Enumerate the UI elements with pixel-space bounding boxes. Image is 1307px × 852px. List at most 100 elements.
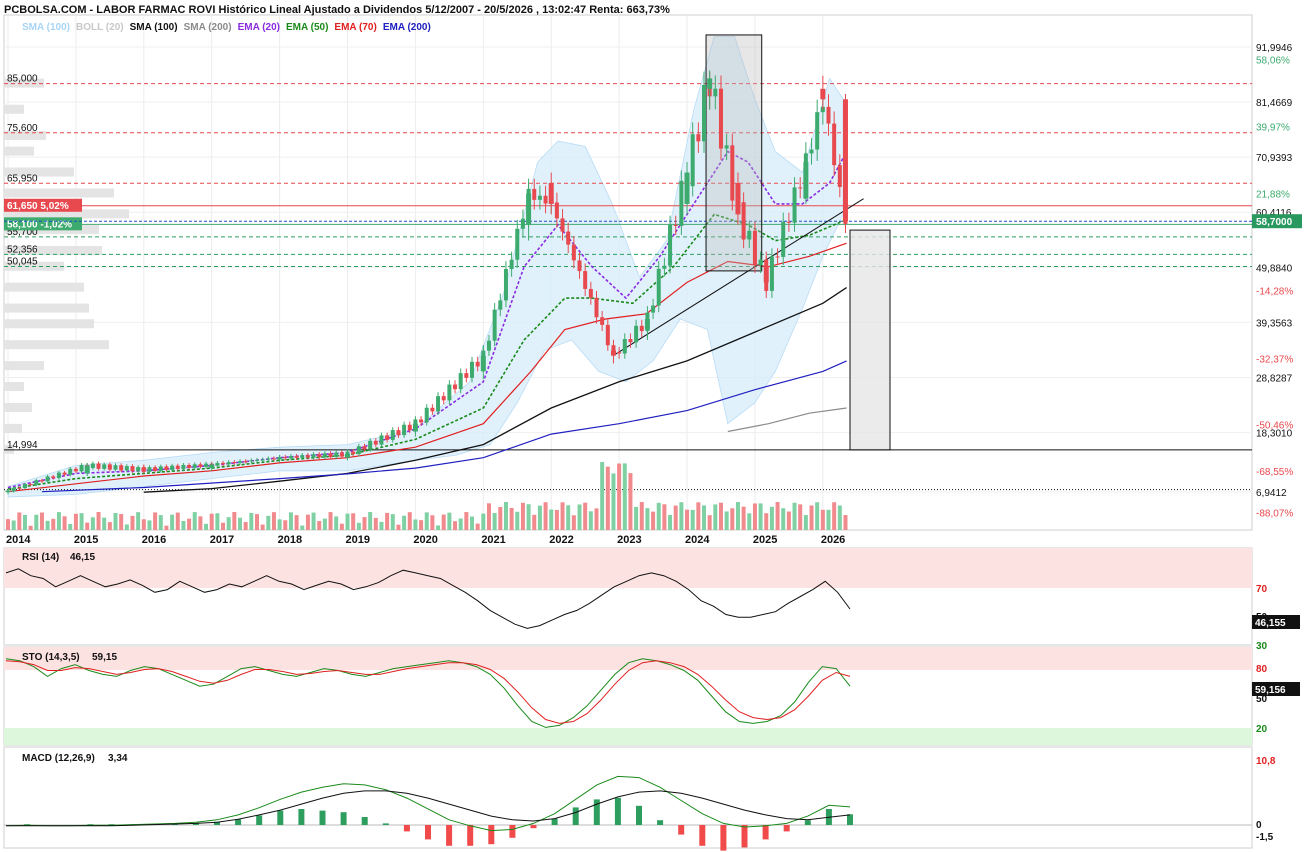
candle-body: [305, 455, 310, 458]
macd-histogram-bar: [530, 825, 537, 829]
candle-body: [560, 218, 565, 232]
candle-body: [396, 430, 401, 436]
volume-bar: [656, 502, 661, 530]
candle-body: [690, 134, 695, 187]
volume-bar: [486, 503, 491, 530]
candle-body: [124, 466, 129, 471]
volume-bar: [622, 463, 627, 530]
volume-bar: [136, 512, 141, 530]
volume-bar: [243, 522, 248, 530]
candle-body: [515, 228, 520, 260]
legend-entry: SMA (200): [183, 22, 232, 33]
macd-histogram-bar: [403, 825, 410, 832]
volume-bar: [441, 514, 446, 530]
trendline: [615, 198, 864, 355]
volume-bar: [62, 516, 67, 530]
volume-profile-bar: [4, 130, 46, 140]
volume-bar: [741, 506, 746, 530]
volume-bar: [520, 502, 525, 530]
candle-body: [266, 458, 271, 460]
sto-last-text: 59,156: [1255, 685, 1286, 696]
volume-bar: [809, 505, 814, 530]
y-tick-label: 81,4669: [1256, 98, 1293, 109]
candle-body: [5, 490, 11, 493]
pct-tick-label: -14,28%: [1256, 286, 1293, 297]
x-tick-label: 2018: [278, 534, 302, 546]
volume-bar: [85, 522, 90, 530]
candle-body: [243, 461, 248, 463]
volume-bar: [724, 511, 729, 530]
volume-profile-bar: [4, 167, 74, 177]
volume-bar: [571, 515, 576, 530]
candle-body: [724, 145, 729, 149]
volume-bar: [730, 508, 735, 530]
candle-body: [786, 221, 791, 223]
y-tick-label: 60,4116: [1256, 208, 1292, 219]
candle-body: [17, 487, 22, 489]
volume-bar: [402, 515, 407, 530]
pct-tick-label: -68,55%: [1256, 467, 1293, 478]
candle-body: [486, 340, 491, 351]
volume-bar: [107, 522, 112, 530]
x-tick-label: 2021: [481, 534, 505, 546]
macd-histogram-bar: [551, 818, 558, 825]
volume-bar: [362, 517, 367, 530]
ema-70-line: [7, 242, 847, 493]
candle-body: [617, 352, 622, 354]
x-tick-label: 2020: [413, 534, 437, 546]
rsi-last-text: 46,155: [1255, 618, 1286, 629]
volume-bar: [181, 520, 186, 530]
macd-histogram-bar: [24, 824, 31, 825]
candle-body: [543, 195, 548, 204]
candle-body: [221, 462, 226, 465]
candle-body: [317, 454, 322, 458]
candle-body: [503, 269, 508, 301]
candle-body: [339, 452, 344, 457]
candle-body: [673, 224, 678, 226]
candle-body: [198, 464, 203, 467]
macd-histogram-bar: [171, 824, 178, 825]
volume-profile-bar: [4, 402, 32, 412]
panel-y-label: 70: [1256, 584, 1268, 595]
candle-body: [113, 465, 118, 470]
volume-bar: [22, 515, 27, 530]
volume-bar: [543, 502, 548, 530]
volume-bar: [515, 511, 520, 530]
volume-bar: [566, 505, 571, 530]
volume-profile-bar: [4, 146, 34, 156]
volume-bar: [170, 514, 175, 530]
volume-bar: [311, 512, 316, 530]
legend-entry: BOLL (20): [75, 22, 124, 33]
candle-body: [28, 484, 33, 486]
macd-histogram-bar: [298, 809, 305, 825]
macd-histogram-bar: [720, 825, 727, 851]
volume-bar: [130, 515, 135, 530]
volume-bar: [249, 512, 254, 530]
candle-body: [583, 271, 588, 289]
candle-body: [713, 88, 718, 97]
volume-bar: [226, 517, 231, 530]
sto-panel-band: [4, 728, 1252, 745]
volume-bar: [345, 513, 350, 530]
volume-bar: [379, 521, 384, 530]
volume-bar: [147, 520, 152, 530]
y-tick-label: 91,9946: [1256, 43, 1293, 54]
candle-body: [470, 361, 475, 378]
volume-bar: [90, 517, 95, 530]
candle-body: [610, 350, 616, 356]
volume-bar: [786, 511, 791, 530]
volume-bar: [288, 512, 293, 530]
volume-profile-bar: [4, 209, 129, 219]
legend-entry: EMA (70): [334, 22, 377, 33]
macd-panel: [3, 746, 1253, 849]
candle-body: [453, 384, 458, 390]
volume-bar: [803, 515, 808, 530]
volume-bar: [56, 512, 61, 530]
candle-body: [170, 465, 175, 470]
y-tick-label: 49,8840: [1256, 263, 1293, 274]
legend-entry: SMA (100): [22, 22, 70, 33]
rsi-line: [5, 568, 851, 629]
volume-bar: [232, 512, 237, 530]
candle-body: [119, 465, 124, 471]
pct-tick-label: 21,88%: [1256, 189, 1290, 200]
